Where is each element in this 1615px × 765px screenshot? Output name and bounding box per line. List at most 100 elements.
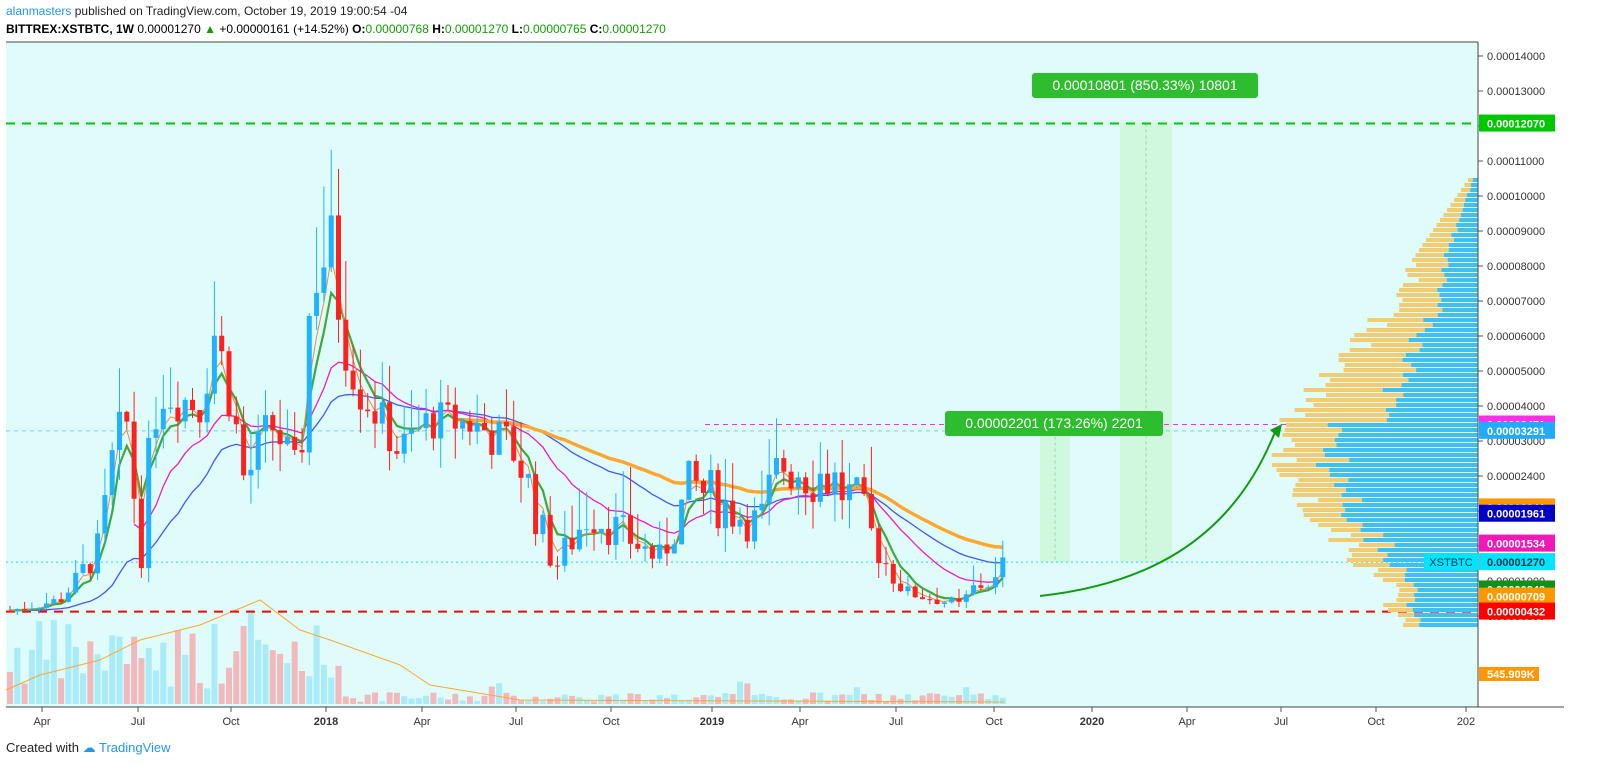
candle-body (898, 583, 904, 592)
volume-bar (21, 683, 28, 704)
volume-profile-bar-sell (1447, 258, 1478, 262)
volume-profile-bar-buy (1426, 238, 1454, 242)
volume-profile-bar-sell (1448, 263, 1478, 267)
volume-bar (934, 693, 941, 704)
volume-profile-bar-buy (1338, 353, 1406, 357)
volume-bar (182, 654, 189, 704)
volume-profile-bar-buy (1296, 503, 1343, 507)
volume-bar (737, 681, 743, 704)
candle-body (832, 472, 838, 494)
time-tick-label: Apr (413, 716, 430, 728)
volume-bar (226, 667, 232, 704)
volume-bar (247, 609, 254, 704)
volume-bar (883, 701, 889, 704)
price-tag-box (1479, 421, 1555, 439)
candle-body (701, 480, 706, 493)
candle-body (598, 528, 604, 533)
price-tag-box (1479, 602, 1555, 620)
volume-profile-bar-buy (1399, 588, 1418, 592)
volume-profile-bar-buy (1396, 583, 1414, 587)
price-tag-label: 0.00012070 (1487, 119, 1545, 131)
volume-profile-bar-sell (1386, 418, 1478, 422)
volume-bar (408, 698, 415, 704)
candle-body (576, 529, 582, 550)
volume-profile-bar-buy (1318, 523, 1363, 527)
candle-body (525, 474, 531, 478)
volume-profile-bar-buy (1330, 528, 1361, 532)
volume-profile-bar-sell (1329, 468, 1478, 472)
candle-body (328, 215, 334, 268)
volume-bar (591, 701, 597, 704)
volume-profile-bar-buy (1468, 178, 1473, 182)
volume-profile-bar-sell (1382, 388, 1478, 392)
volume-profile-bar-sell (1401, 383, 1478, 387)
volume-profile-bar-buy (1403, 283, 1443, 287)
horizontal-lines (6, 122, 1478, 613)
price-tick-label: 0.00013000 (1487, 86, 1545, 98)
volume-profile-bar-buy (1383, 603, 1407, 607)
candle-body (591, 529, 597, 533)
volume-bar (401, 696, 408, 704)
volume-profile-bar-buy (1348, 548, 1378, 552)
volume-profile-bar-buy (1416, 263, 1449, 267)
volume-bar (350, 698, 357, 704)
candle-body (752, 510, 758, 542)
volume-profile-bar-buy (1366, 328, 1425, 332)
candle-body (774, 458, 779, 475)
time-tick-label: Oct (222, 716, 239, 728)
volume-profile-bar-sell (1346, 488, 1478, 492)
plot-background (6, 42, 1478, 707)
volume-bar (926, 693, 933, 704)
candle-body (284, 437, 290, 445)
volume-bar (890, 695, 897, 704)
tradingview-link[interactable]: TradingView (99, 740, 171, 755)
volume-profile-bar-buy (1351, 553, 1388, 557)
candle-body (679, 499, 685, 545)
volume-profile-bar-sell (1404, 573, 1478, 577)
volume-bar (452, 693, 459, 704)
volume-profile-bar-sell (1334, 438, 1478, 442)
volume-profile-bar-buy (1371, 343, 1423, 347)
candle-body (847, 484, 852, 501)
volume-profile-bar-buy (1407, 273, 1445, 277)
volume-profile-bar-buy (1393, 313, 1438, 317)
volume-bar (174, 629, 181, 704)
price-tag-box (1479, 534, 1555, 552)
volume-profile-bar-buy (1350, 533, 1384, 537)
volume-bar (634, 694, 641, 704)
volume-bar (72, 646, 79, 704)
volume-bar (539, 701, 546, 704)
price-tick-label: 0.00005000 (1487, 366, 1545, 378)
time-tick-label: Oct (1367, 716, 1384, 728)
volume-bar (320, 664, 327, 704)
candle-body (117, 411, 122, 451)
candle-body (890, 563, 896, 584)
volume-profile-bar-buy (1373, 573, 1405, 577)
volume-bar (36, 621, 43, 704)
candle-body (51, 599, 57, 604)
volume-profile-bar-buy (1283, 448, 1324, 452)
volume-profile-bar-buy (1294, 443, 1337, 447)
volume-profile-bar-buy (1461, 188, 1471, 192)
sma-orange-line (455, 417, 1003, 550)
volume-profile-bar-sell (1424, 328, 1478, 332)
candle-body (423, 413, 429, 429)
volume-bar (94, 654, 101, 704)
volume-bar (372, 692, 378, 704)
volume-bar (810, 692, 816, 704)
volume-profile-bar-buy (1397, 593, 1415, 597)
high-label: H: (432, 22, 445, 36)
time-axis[interactable]: Apr Jul Oct 2018 Apr Jul Oct 2019 Apr Jul Oct 2020 A… (33, 707, 1475, 728)
volume-profile-bar-sell (1327, 423, 1478, 427)
volume-bar (328, 677, 335, 704)
volume-bar (824, 700, 831, 704)
volume-bar (299, 670, 305, 704)
author-name[interactable]: alanmasters (6, 4, 72, 18)
candle-body (649, 546, 655, 559)
candle-body (146, 437, 152, 569)
candle-body (430, 413, 436, 439)
volume-profile-bar-sell (1361, 498, 1478, 502)
volume-profile-bar-buy (1387, 608, 1413, 612)
candle-body (883, 563, 889, 565)
